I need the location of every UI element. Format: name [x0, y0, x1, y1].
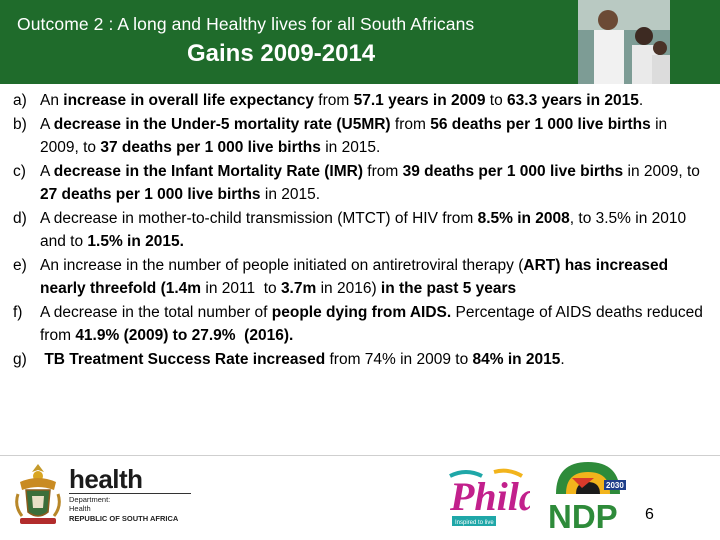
emphasis-text: decrease in the Infant Mortality Rate (I… [53, 162, 363, 180]
body-text: An [40, 92, 64, 109]
phila-logo: Phila Inspired to live [446, 466, 539, 532]
body-text: in 2009, to [623, 162, 705, 180]
emphasis-text: 57.1 years in 2009 [353, 92, 486, 109]
list-item-text: A decrease in the total number of people… [40, 301, 703, 348]
health-department-logo: health Department: Health REPUBLIC OF SO… [8, 460, 198, 530]
body-text: A decrease in mother-to-child transmissi… [40, 209, 478, 227]
list-item: e) An increase in the number of people in… [13, 254, 703, 301]
list-item-text: An increase in overall life expectancy f… [40, 89, 703, 113]
dept-line-2: Health [69, 503, 91, 513]
ndp-wordmark: NDP [548, 498, 618, 534]
bullet-list: a) An increase in overall life expectancy… [13, 89, 703, 371]
slide-title: Outcome 2 : A long and Healthy lives for… [17, 14, 475, 34]
health-rule [69, 493, 191, 494]
list-item-text: A decrease in the Infant Mortality Rate … [40, 160, 703, 207]
emphasis-text: ART) has increased nearly threefold (1.4… [40, 256, 673, 298]
list-item-label: b) [13, 115, 27, 133]
emphasis-text: TB Treatment Success Rate increased [40, 350, 326, 368]
body-text: A [40, 162, 54, 180]
emphasis-text: 1.5% in 2015. [87, 233, 184, 250]
health-wordmark: health [69, 464, 143, 494]
list-item-label: e) [13, 256, 27, 274]
list-item: b) A decrease in the Under-5 mortality ra… [13, 113, 703, 160]
health-country: REPUBLIC OF SOUTH AFRICA [69, 514, 179, 523]
list-item-label: d) [13, 209, 27, 227]
list-item-text: A decrease in the Under-5 mortality rate… [40, 113, 703, 160]
list-item: a) An increase in overall life expectancy… [13, 89, 703, 113]
list-item: g) TB Treatment Success Rate increased f… [13, 348, 703, 372]
body-text: from [363, 162, 403, 180]
slide-subtitle: Gains 2009-2014 [187, 40, 376, 67]
emphasis-text: 39 deaths per 1 000 live births [402, 162, 624, 180]
header-photo [578, 0, 670, 84]
emphasis-text: 84% in 2015 [472, 350, 561, 368]
emphasis-text: 3.7m [280, 280, 317, 297]
ndp-year: 2030 [606, 481, 624, 490]
body-text: from 74% in 2009 to [325, 350, 473, 368]
list-item-text: A decrease in mother-to-child transmissi… [40, 207, 703, 254]
emphasis-text: 27 deaths per 1 000 live births [40, 186, 261, 203]
list-item-label: g) [13, 350, 27, 368]
emphasis-text: people dying from AIDS. [271, 303, 452, 321]
body-text: in 2009, to [40, 115, 672, 157]
body-text: . [560, 350, 565, 368]
list-item-text: TB Treatment Success Rate increased from… [40, 348, 703, 372]
emphasis-text: 37 deaths per 1 000 live births [100, 139, 321, 156]
dept-line-1: Department: [69, 495, 111, 504]
list-item-text: An increase in the number of people init… [40, 254, 703, 301]
list-item-label: c) [13, 162, 26, 180]
list-item-label: f) [13, 303, 23, 321]
slide-header: Outcome 2 : A long and Healthy lives for… [0, 0, 720, 84]
coat-of-arms-icon [15, 464, 61, 524]
body-text: A [40, 115, 54, 133]
body-text: from [390, 115, 431, 133]
body-text: to [485, 92, 508, 109]
body-text: in 2015. [260, 186, 321, 203]
emphasis-text: 56 deaths per 1 000 live births [430, 115, 651, 133]
body-text: An increase in the number of people init… [40, 256, 524, 274]
body-text: Percentage of AIDS deaths reduced from [40, 303, 708, 345]
body-text: from [313, 92, 354, 109]
emphasis-text: 8.5% in 2008 [477, 209, 570, 227]
emphasis-text: 41.9% (2009) to 27.9% (2016). [75, 327, 294, 344]
phila-wordmark: Phila [449, 474, 530, 519]
list-item: d) A decrease in mother-to-child transmis… [13, 207, 703, 254]
list-item: f) A decrease in the total number of peop… [13, 301, 703, 348]
body-text: in 2016) [316, 280, 381, 297]
emphasis-text: increase in overall life expectancy [63, 92, 314, 109]
body-text: in 2015. [320, 139, 381, 156]
emphasis-text: decrease in the Under-5 mortality rate (… [53, 115, 391, 133]
emphasis-text: in the past 5 years [380, 280, 517, 297]
emphasis-text: 63.3 years in 2015 [507, 92, 639, 109]
slide-number: 6 [645, 506, 654, 523]
ndp-2030-logo: 2030 NDP [542, 458, 632, 535]
body-text: , to 3.5% in 2010 and to [40, 209, 691, 251]
list-item-label: a) [13, 92, 27, 109]
body-text: . [638, 92, 644, 109]
health-dept-text: Department: Health [69, 495, 111, 513]
footer-divider [0, 455, 720, 456]
body-text: in 2011 to [201, 280, 281, 297]
list-item: c) A decrease in the Infant Mortality Rat… [13, 160, 703, 207]
body-text: A decrease in the total number of [40, 303, 272, 321]
phila-tagline: Inspired to live [455, 520, 494, 526]
